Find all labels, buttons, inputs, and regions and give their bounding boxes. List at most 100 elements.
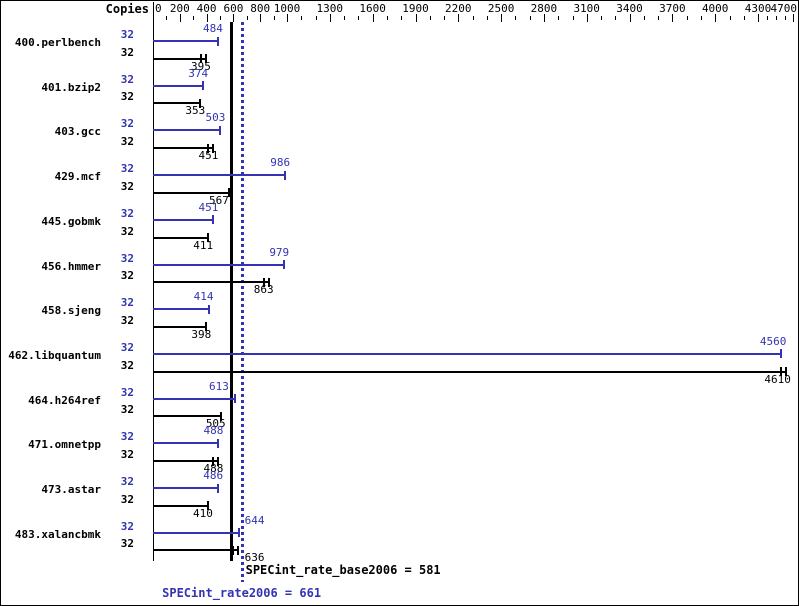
- peak-bar: [153, 218, 214, 221]
- axis-tick: [179, 14, 181, 22]
- benchmark-label: 401.bzip2: [41, 80, 101, 94]
- axis-tick: [529, 16, 531, 20]
- base-reference-line: [229, 22, 233, 561]
- bar-end-cap: [216, 36, 219, 46]
- axis-tick: [458, 14, 460, 22]
- bar-end-cap: [217, 483, 220, 493]
- bar-end-cap: [199, 98, 202, 108]
- bar-end-cap: [780, 349, 783, 359]
- base-copies-value: 32: [120, 224, 134, 238]
- bar-end-cap: [219, 125, 222, 135]
- axis-tick: [486, 16, 488, 20]
- axis-tick: [246, 16, 248, 20]
- benchmark-label: 483.xalancbmk: [14, 527, 101, 541]
- bar-end-cap: [212, 215, 215, 225]
- axis-tick: [758, 14, 759, 22]
- base-bar: [153, 102, 201, 105]
- axis-tick: [615, 16, 617, 20]
- base-value-label: 410: [193, 506, 213, 520]
- peak-copies-value: 32: [120, 72, 134, 86]
- axis-tick-label: 1300: [316, 2, 344, 15]
- peak-value-label: 503: [205, 111, 226, 125]
- base-value-label: 411: [193, 238, 214, 252]
- axis-tick: [206, 14, 208, 22]
- axis-tick-label: 200: [169, 2, 190, 15]
- benchmark-label: 471.omnetpp: [28, 438, 101, 452]
- peak-bar: [153, 397, 236, 400]
- base-bar: [153, 549, 239, 552]
- axis-tick: [415, 14, 417, 22]
- axis-tick: [643, 16, 645, 20]
- axis-tick-label: 1900: [402, 2, 429, 15]
- benchmark-label: 400.perlbench: [14, 36, 101, 49]
- peak-value-label: 451: [198, 200, 219, 214]
- peak-value-label: 986: [270, 156, 291, 170]
- bar-end-cap: [283, 260, 286, 269]
- run-spread-tick: [212, 456, 215, 466]
- bar-end-cap: [206, 501, 209, 511]
- bar-end-cap: [217, 456, 220, 466]
- base-bar: [153, 191, 229, 194]
- axis-tick-label: 600: [223, 2, 244, 15]
- peak-bar: [153, 263, 285, 266]
- axis-tick: [515, 16, 517, 20]
- peak-copies-value: 32: [120, 475, 134, 488]
- bar-end-cap: [237, 545, 240, 555]
- base-copies-value: 32: [120, 448, 134, 461]
- base-copies-value: 32: [120, 269, 134, 283]
- benchmark-label: 429.mcf: [54, 170, 101, 184]
- base-bar: [153, 460, 219, 462]
- axis-tick: [558, 16, 560, 20]
- axis-tick-label: 400: [196, 2, 217, 15]
- axis-tick-label: 3100: [573, 2, 600, 15]
- base-bar: [153, 147, 214, 150]
- axis-tick: [672, 14, 674, 22]
- run-spread-tick: [262, 277, 265, 287]
- peak-bar: [153, 84, 204, 87]
- bar-end-cap: [202, 81, 205, 91]
- axis-tick: [700, 16, 702, 20]
- base-value-label: 451: [198, 149, 219, 163]
- axis-tick-label: 1600: [359, 2, 386, 15]
- base-value-label: 636: [244, 551, 265, 565]
- base-bar: [153, 370, 786, 373]
- axis-tick: [220, 16, 221, 20]
- benchmark-label: 456.hmmer: [41, 259, 101, 273]
- base-value-label: 863: [253, 283, 274, 297]
- axis-tick: [729, 16, 731, 20]
- benchmark-label: 445.gobmk: [41, 214, 101, 228]
- base-bar: [153, 504, 208, 507]
- peak-bar: [153, 352, 782, 355]
- benchmark-label: 473.astar: [41, 483, 101, 496]
- axis-tick-label: 2500: [487, 2, 515, 15]
- bar-end-cap: [207, 304, 210, 314]
- peak-value-label: 486: [203, 469, 224, 482]
- axis-tick-label: 4700: [770, 2, 798, 15]
- axis-tick: [601, 16, 602, 20]
- bar-end-cap: [217, 438, 220, 448]
- base-copies-value: 32: [120, 90, 134, 104]
- axis-tick-label: 3700: [659, 2, 686, 15]
- peak-bar: [153, 531, 240, 534]
- axis-tick: [193, 16, 195, 20]
- peak-copies-value: 32: [120, 251, 134, 265]
- axis-tick: [793, 14, 794, 22]
- base-copies-value: 32: [120, 492, 134, 506]
- axis-tick: [301, 16, 303, 20]
- axis-tick-label: 4300: [744, 2, 772, 15]
- base-copies-value: 32: [120, 537, 134, 551]
- base-copies-value: 32: [120, 403, 134, 417]
- peak-copies-value: 32: [120, 206, 134, 220]
- base-copies-value: 32: [120, 45, 134, 59]
- axis-tick: [767, 16, 768, 20]
- base-result-label: SPECint_rate_base2006 = 581: [245, 563, 441, 577]
- peak-value-label: 4560: [759, 334, 787, 348]
- axis-tick: [260, 14, 262, 22]
- axis-tick: [629, 14, 631, 22]
- bar-end-cap: [267, 277, 270, 287]
- bar-end-cap: [228, 188, 230, 198]
- base-copies-value: 32: [120, 358, 134, 372]
- base-copies-value: 32: [120, 135, 134, 149]
- bar-end-cap: [204, 54, 207, 64]
